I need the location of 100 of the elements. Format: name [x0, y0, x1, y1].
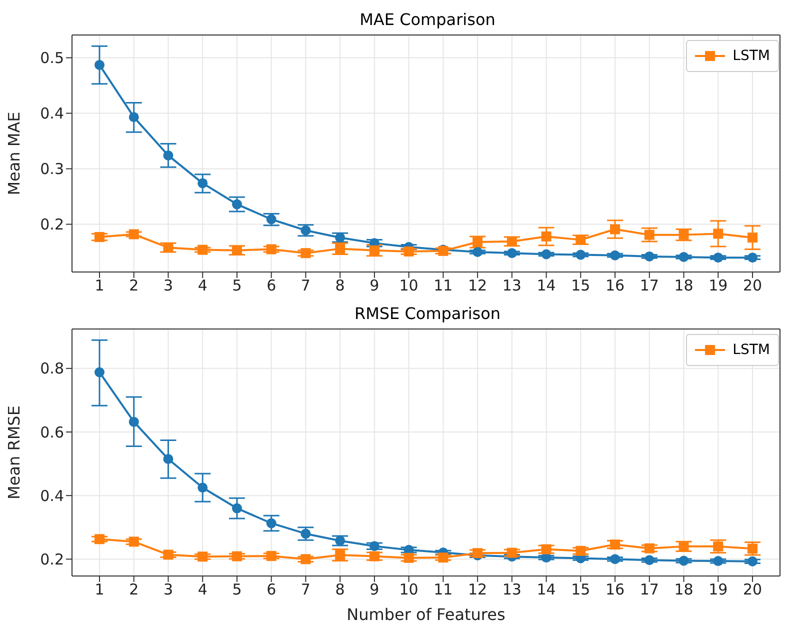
x-tick-label: 8 [335, 276, 345, 295]
x-tick-label: 20 [742, 580, 762, 599]
point [369, 551, 380, 562]
y-tick-label: 0.3 [40, 160, 64, 178]
x-tick-label: 12 [468, 580, 488, 599]
point [678, 541, 689, 552]
point [369, 541, 380, 552]
y-axis-title: Mean MAE [4, 112, 24, 196]
point [232, 199, 242, 210]
point [94, 534, 104, 544]
point [404, 552, 414, 563]
x-tick-label: 9 [370, 276, 380, 295]
point [335, 550, 346, 560]
x-tick-label: 17 [640, 580, 659, 599]
point [163, 550, 174, 560]
point [335, 536, 346, 546]
point [300, 528, 311, 539]
x-tick-label: 3 [163, 580, 174, 599]
y-axis-title: Mean RMSE [4, 406, 24, 500]
x-tick-label: 14 [536, 276, 556, 295]
x-tick-label: 5 [232, 580, 242, 599]
point [94, 232, 104, 242]
x-tick-label: 14 [536, 580, 556, 599]
point [506, 236, 517, 246]
x-tick-label: 1 [94, 276, 104, 295]
point [541, 231, 552, 242]
point [198, 178, 208, 188]
x-axis-title: Number of Features [346, 605, 506, 624]
point [198, 552, 208, 562]
x-tick-label: 1 [94, 580, 104, 599]
point [644, 230, 654, 240]
y-tick-label: 0.2 [40, 550, 64, 568]
point [128, 229, 139, 240]
point [576, 234, 586, 245]
y-tick-label: 0.2 [40, 216, 64, 234]
point [128, 416, 139, 427]
x-tick-label: 6 [266, 276, 276, 295]
point [94, 367, 104, 378]
point [610, 554, 620, 564]
point [610, 540, 620, 550]
x-tick-label: 19 [708, 276, 728, 295]
point [335, 244, 346, 254]
x-tick-label: 13 [502, 580, 522, 599]
point [678, 556, 689, 566]
point [232, 245, 242, 256]
x-tick-label: 20 [742, 276, 762, 295]
x-tick-label: 13 [502, 276, 522, 295]
point [300, 248, 311, 258]
point [644, 251, 654, 262]
point [678, 252, 689, 262]
point [506, 248, 517, 258]
x-tick-label: 4 [198, 276, 208, 295]
x-tick-label: 16 [605, 276, 625, 295]
y-tick-label: 0.4 [40, 486, 64, 505]
point [610, 224, 620, 234]
point [506, 548, 517, 558]
point [198, 244, 208, 255]
point [713, 541, 724, 552]
point [266, 550, 276, 561]
point [369, 245, 380, 256]
point [713, 252, 724, 263]
point [748, 252, 758, 263]
x-tick-label: 11 [434, 580, 453, 599]
x-tick-label: 9 [370, 580, 380, 599]
point [163, 454, 174, 464]
legend-label: LSTM [732, 48, 770, 64]
point [644, 555, 654, 566]
legend-label: LSTM [732, 342, 770, 358]
point [438, 552, 448, 563]
point [128, 536, 139, 547]
x-tick-label: 11 [434, 276, 453, 295]
x-tick-label: 12 [468, 276, 488, 295]
x-tick-label: 19 [708, 580, 728, 599]
point [232, 503, 242, 514]
x-tick-label: 15 [571, 580, 590, 599]
x-tick-label: 5 [232, 276, 242, 295]
x-tick-label: 8 [335, 580, 345, 599]
chart-title: RMSE Comparison [353, 303, 502, 325]
point [748, 556, 758, 566]
point [163, 150, 174, 160]
y-tick-label: 0.6 [40, 423, 64, 442]
x-tick-label: 16 [605, 580, 625, 599]
point [610, 250, 620, 260]
point [713, 228, 724, 239]
point [266, 518, 276, 528]
point [472, 247, 483, 258]
point [335, 232, 346, 243]
point [576, 250, 586, 260]
point [713, 556, 724, 566]
point [472, 237, 483, 248]
x-tick-label: 4 [198, 580, 208, 599]
y-tick-label: 0.4 [40, 104, 64, 123]
point [128, 112, 139, 122]
point [266, 244, 276, 254]
x-tick-label: 2 [129, 580, 139, 599]
x-tick-label: 3 [163, 276, 174, 295]
x-tick-label: 18 [674, 276, 694, 295]
point [94, 60, 104, 70]
x-tick-label: 17 [640, 276, 659, 295]
point [678, 230, 689, 240]
